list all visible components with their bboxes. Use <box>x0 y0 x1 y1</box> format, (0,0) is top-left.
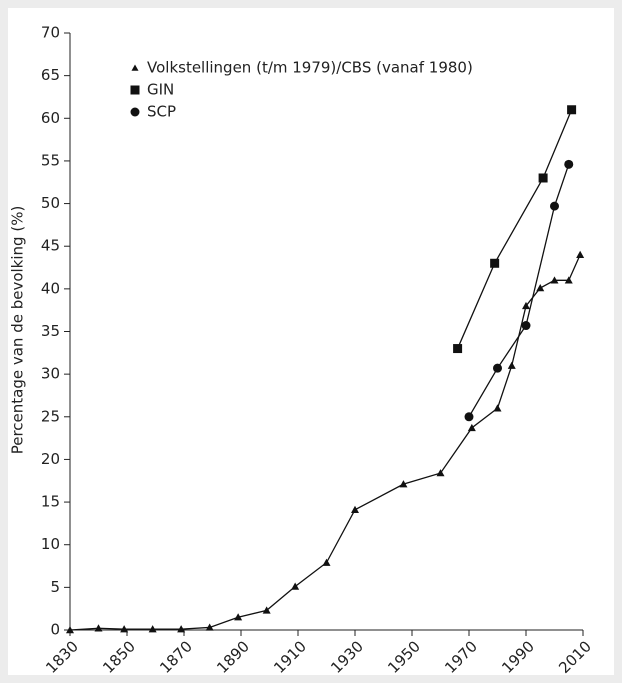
marker-triangle <box>120 625 129 633</box>
y-tick-label: 60 <box>41 109 60 127</box>
marker-triangle <box>467 423 476 432</box>
y-tick-label: 15 <box>41 493 60 511</box>
marker-circle <box>564 159 574 169</box>
marker-triangle <box>148 625 157 633</box>
marker-triangle <box>66 626 74 634</box>
marker-triangle <box>507 361 516 369</box>
y-tick-label: 0 <box>50 621 60 639</box>
marker-circle <box>521 321 531 331</box>
marker-circle <box>493 363 502 373</box>
legend-label: Volkstellingen (t/m 1979)/CBS (vanaf 198… <box>147 59 473 77</box>
y-tick-label: 5 <box>50 578 60 596</box>
marker-square <box>490 258 500 268</box>
marker-triangle <box>351 505 359 513</box>
y-tick-label: 20 <box>41 450 60 468</box>
series-line <box>457 109 573 349</box>
marker-triangle <box>94 624 103 632</box>
marker-triangle <box>322 558 331 566</box>
marker-circle <box>550 201 559 211</box>
marker-triangle <box>522 301 530 310</box>
marker-square <box>453 344 463 354</box>
marker-triangle <box>234 613 243 621</box>
y-tick-label: 25 <box>41 407 60 425</box>
marker-triangle <box>564 276 573 284</box>
y-tick-label: 40 <box>41 279 60 297</box>
y-tick-label: 10 <box>41 535 60 553</box>
marker-triangle <box>399 480 408 488</box>
legend-marker <box>131 64 139 71</box>
marker-triangle <box>536 284 545 292</box>
marker-triangle <box>291 582 300 590</box>
marker-circle <box>464 412 474 422</box>
legend-label: SCP <box>147 103 176 121</box>
marker-triangle <box>576 250 585 258</box>
y-axis-label: Percentage van de bevolking (%) <box>9 206 27 455</box>
y-tick-label: 35 <box>41 322 60 340</box>
plot-background <box>8 8 614 675</box>
marker-triangle <box>550 276 559 284</box>
marker-triangle <box>205 623 214 631</box>
legend-label: GIN <box>147 81 174 99</box>
legend-marker <box>130 107 140 117</box>
y-tick-label: 30 <box>41 365 60 383</box>
marker-square <box>538 173 548 183</box>
marker-square <box>567 105 577 115</box>
marker-triangle <box>436 469 445 477</box>
y-tick-label: 45 <box>41 237 60 255</box>
y-tick-label: 65 <box>41 66 60 84</box>
y-tick-label: 55 <box>41 151 60 169</box>
y-tick-label: 70 <box>41 24 60 42</box>
legend-marker <box>130 85 140 95</box>
marker-triangle <box>262 606 271 614</box>
marker-triangle <box>177 625 186 633</box>
marker-triangle <box>493 404 502 412</box>
y-tick-label: 50 <box>41 194 60 212</box>
